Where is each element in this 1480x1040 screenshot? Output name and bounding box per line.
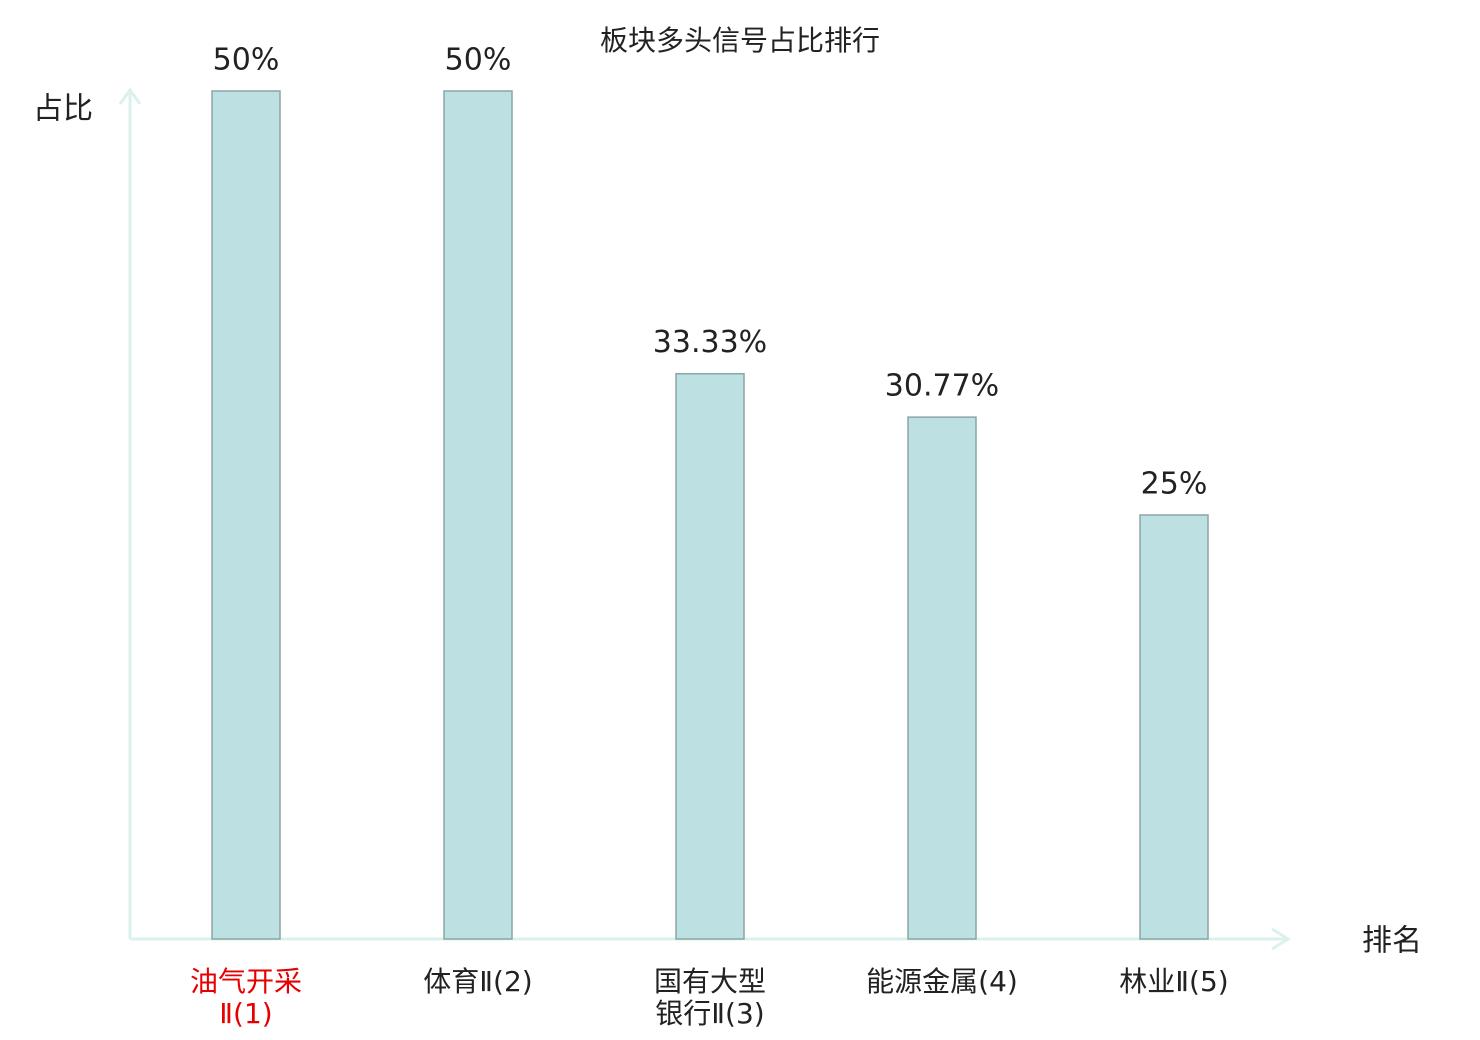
y-axis-arrow (118, 87, 142, 105)
bar (907, 416, 977, 940)
x-tick-label: 林业Ⅱ(5) (1119, 965, 1229, 998)
value-label: 50% (213, 43, 280, 78)
bar (443, 90, 513, 940)
chart-title: 板块多头信号占比排行 (600, 24, 880, 57)
bar (675, 372, 745, 940)
value-label: 50% (445, 43, 512, 78)
y-axis-label: 占比 (33, 92, 93, 127)
x-tick-label: 体育Ⅱ(2) (423, 965, 533, 998)
x-tick-label: 能源金属(4) (866, 965, 1018, 998)
x-axis-label: 排名 (1362, 924, 1422, 959)
value-label: 30.77% (885, 369, 999, 404)
value-label: 33.33% (653, 325, 767, 360)
x-tick-label: 国有大型 银行Ⅱ(3) (653, 965, 766, 1030)
bar (211, 90, 281, 940)
value-label: 25% (1141, 467, 1208, 502)
x-axis-arrow (1271, 927, 1291, 951)
bar (1139, 514, 1209, 940)
x-tick-label: 油气开采 Ⅱ(1) (189, 965, 302, 1030)
